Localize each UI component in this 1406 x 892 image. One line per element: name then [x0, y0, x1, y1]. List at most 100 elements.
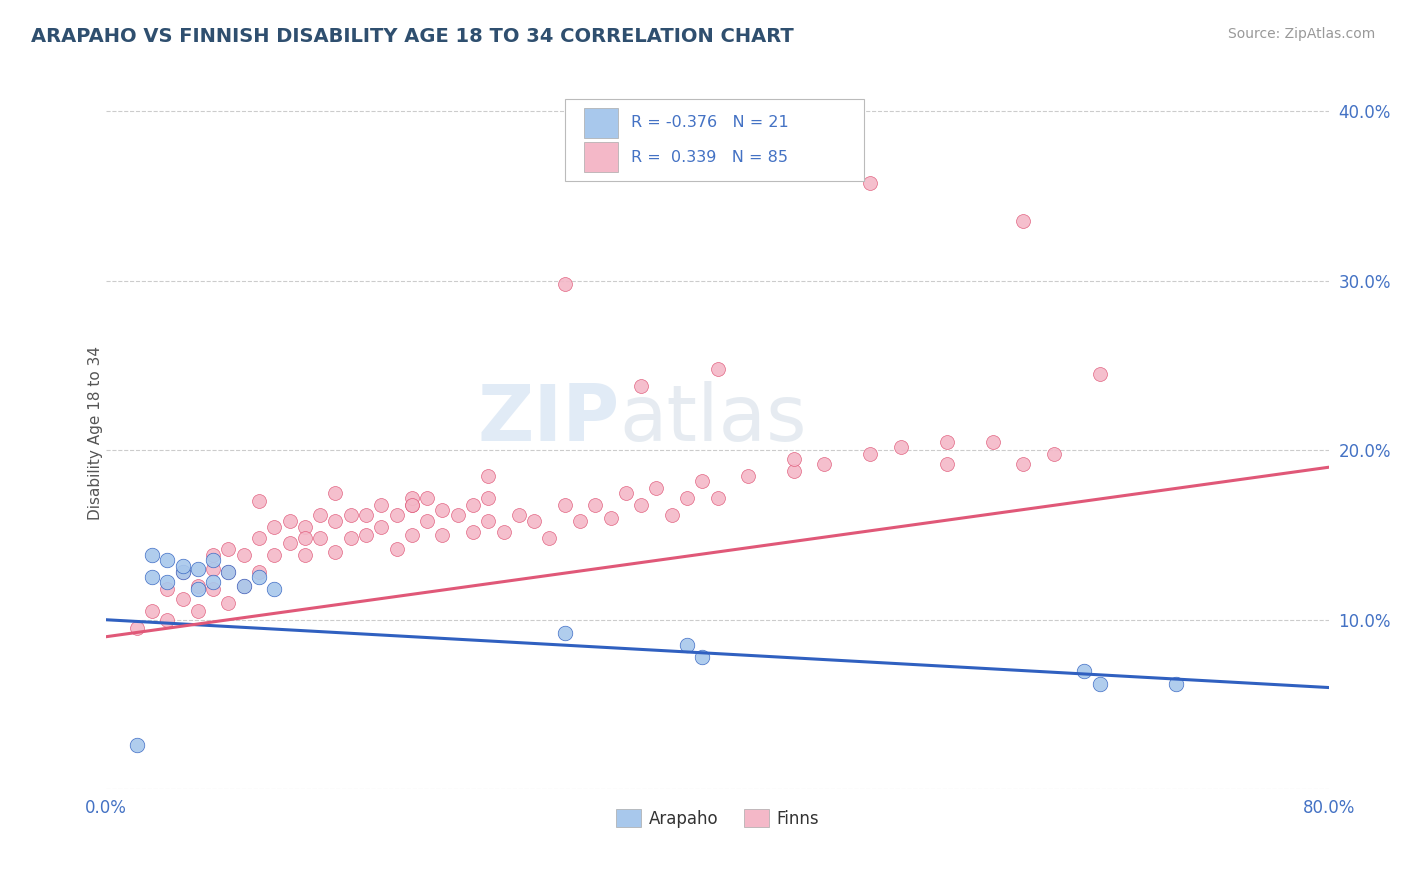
- Point: [401, 528, 423, 542]
- Point: [401, 491, 423, 505]
- Point: [416, 491, 439, 505]
- Point: [354, 528, 377, 542]
- Point: [278, 536, 301, 550]
- Point: [783, 451, 806, 466]
- Point: [187, 604, 209, 618]
- Point: [1088, 367, 1111, 381]
- Point: [202, 553, 225, 567]
- Text: Source: ZipAtlas.com: Source: ZipAtlas.com: [1227, 27, 1375, 41]
- Point: [125, 738, 148, 752]
- Point: [156, 575, 179, 590]
- Y-axis label: Disability Age 18 to 34: Disability Age 18 to 34: [87, 346, 103, 520]
- Point: [1164, 677, 1187, 691]
- Point: [676, 638, 699, 652]
- Point: [218, 596, 240, 610]
- Point: [523, 515, 546, 529]
- Point: [325, 545, 347, 559]
- Point: [141, 570, 163, 584]
- Point: [202, 549, 225, 563]
- Point: [1088, 677, 1111, 691]
- Point: [538, 532, 561, 546]
- Point: [218, 566, 240, 580]
- Point: [554, 626, 576, 640]
- Point: [247, 570, 270, 584]
- Point: [263, 549, 285, 563]
- Point: [981, 434, 1004, 449]
- Point: [339, 532, 361, 546]
- Point: [554, 277, 576, 292]
- Point: [614, 485, 637, 500]
- Point: [1042, 447, 1064, 461]
- Point: [477, 468, 499, 483]
- Point: [187, 579, 209, 593]
- Point: [247, 494, 270, 508]
- Point: [554, 498, 576, 512]
- Point: [325, 515, 347, 529]
- Point: [630, 379, 652, 393]
- Point: [232, 579, 254, 593]
- Point: [218, 566, 240, 580]
- Text: R =  0.339   N = 85: R = 0.339 N = 85: [631, 150, 787, 165]
- Point: [416, 515, 439, 529]
- Point: [202, 562, 225, 576]
- Point: [1012, 214, 1035, 228]
- Point: [172, 592, 194, 607]
- Point: [172, 566, 194, 580]
- Point: [294, 532, 316, 546]
- Point: [156, 582, 179, 597]
- Text: R = -0.376   N = 21: R = -0.376 N = 21: [631, 115, 789, 130]
- Point: [935, 457, 957, 471]
- Point: [1073, 664, 1095, 678]
- Point: [294, 519, 316, 533]
- Point: [706, 491, 728, 505]
- Point: [309, 508, 332, 522]
- Point: [309, 532, 332, 546]
- Point: [232, 579, 254, 593]
- Point: [461, 498, 484, 512]
- Point: [599, 511, 621, 525]
- Point: [141, 549, 163, 563]
- Bar: [585, 142, 619, 172]
- Point: [477, 491, 499, 505]
- Point: [432, 528, 454, 542]
- Point: [859, 447, 882, 461]
- Point: [125, 621, 148, 635]
- Point: [202, 575, 225, 590]
- Point: [859, 176, 882, 190]
- Point: [247, 532, 270, 546]
- Point: [690, 650, 713, 665]
- Point: [385, 508, 408, 522]
- Point: [447, 508, 470, 522]
- Text: ZIP: ZIP: [478, 381, 620, 457]
- Point: [263, 582, 285, 597]
- Bar: [585, 108, 619, 138]
- Point: [568, 515, 591, 529]
- Point: [508, 508, 530, 522]
- Point: [706, 362, 728, 376]
- Point: [172, 558, 194, 573]
- Point: [263, 519, 285, 533]
- Point: [737, 468, 759, 483]
- Point: [202, 582, 225, 597]
- Point: [401, 498, 423, 512]
- Point: [278, 515, 301, 529]
- Point: [156, 613, 179, 627]
- Point: [339, 508, 361, 522]
- Point: [218, 541, 240, 556]
- Point: [935, 434, 957, 449]
- Point: [172, 566, 194, 580]
- Point: [477, 515, 499, 529]
- Point: [187, 582, 209, 597]
- Point: [645, 481, 668, 495]
- Point: [370, 498, 392, 512]
- Bar: [565, 99, 865, 181]
- Point: [247, 566, 270, 580]
- Point: [1012, 457, 1035, 471]
- Text: ARAPAHO VS FINNISH DISABILITY AGE 18 TO 34 CORRELATION CHART: ARAPAHO VS FINNISH DISABILITY AGE 18 TO …: [31, 27, 793, 45]
- Point: [370, 519, 392, 533]
- Point: [661, 508, 683, 522]
- Point: [141, 604, 163, 618]
- Point: [813, 457, 835, 471]
- Point: [676, 491, 699, 505]
- Point: [890, 440, 912, 454]
